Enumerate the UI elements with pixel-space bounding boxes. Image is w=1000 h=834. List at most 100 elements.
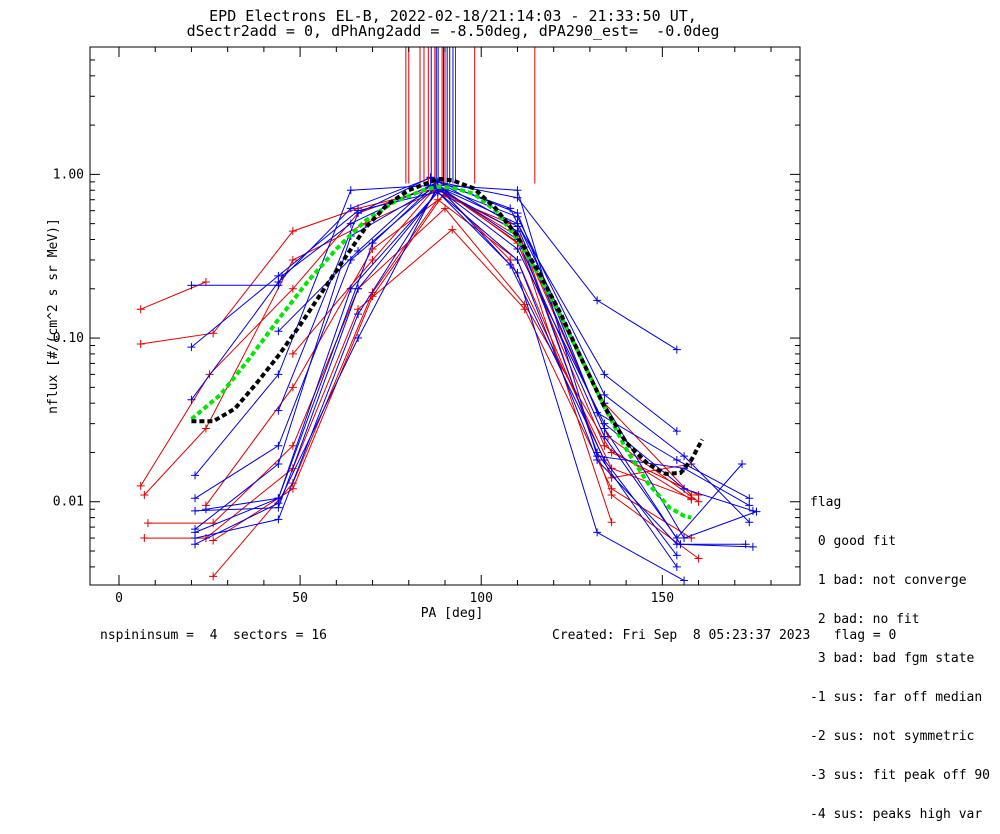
data-point-marker: [506, 204, 515, 213]
data-point-marker: [274, 370, 283, 379]
data-point-marker: [346, 204, 355, 213]
data-point-marker: [513, 245, 522, 254]
legend-title: flag: [810, 495, 842, 510]
data-point-marker: [191, 471, 200, 480]
data-point-marker: [520, 305, 529, 314]
data-point-marker: [593, 528, 602, 537]
data-point-marker: [288, 284, 297, 293]
data-point-marker: [600, 390, 609, 399]
series-blue-22: [274, 173, 750, 549]
data-point-marker: [672, 455, 681, 464]
legend-item: 2 bad: no fit: [810, 612, 920, 627]
data-point-marker: [346, 255, 355, 264]
data-point-marker: [600, 432, 609, 441]
series-line: [292, 184, 692, 501]
x-tick-label: 0: [115, 591, 123, 606]
series-line: [212, 198, 692, 577]
fit-layer: [190, 176, 704, 520]
series-line: [194, 185, 743, 545]
data-point-marker: [745, 518, 754, 527]
data-point-marker: [513, 255, 522, 264]
data-point-marker: [680, 534, 689, 543]
data-point-marker: [506, 260, 515, 269]
pitch-angle-chart: 0 50 100 150 0.01 0.10 1.00 PA [deg] nflux [#/…: [46, 46, 801, 621]
data-point-marker: [274, 515, 283, 524]
data-point-marker: [593, 455, 602, 464]
series-line: [194, 191, 753, 548]
data-point-marker: [288, 383, 297, 392]
data-point-marker: [191, 540, 200, 549]
series-red-0: [136, 278, 210, 314]
legend-item: -3 sus: fit peak off 90: [810, 768, 991, 783]
data-point-marker: [187, 395, 196, 404]
y-axis-label: nflux [#/(cm^2 s sr MeV)]: [46, 218, 61, 414]
data-point-marker: [672, 562, 681, 571]
data-point-marker: [672, 345, 681, 354]
series-blue-17: [191, 184, 757, 543]
data-point-marker: [741, 540, 750, 549]
data-point-marker: [752, 507, 761, 516]
data-point-marker: [448, 225, 457, 234]
data-point-marker: [354, 209, 363, 218]
legend-item: 1 bad: not converge: [810, 573, 967, 588]
data-point-marker: [600, 370, 609, 379]
data-point-marker: [680, 576, 689, 585]
data-point-marker: [694, 490, 703, 499]
legend-item: 0 good fit: [810, 534, 897, 549]
data-point-marker: [288, 227, 297, 236]
data-point-marker: [368, 288, 377, 297]
data-point-marker: [607, 490, 616, 499]
data-point-marker: [136, 305, 145, 314]
series-line: [278, 184, 678, 568]
chart-title-line-2: dSectr2add = 0, dPhAng2add = -8.50deg, d…: [186, 22, 720, 40]
data-point-marker: [368, 239, 377, 248]
series-blue-16: [191, 188, 757, 551]
data-point-marker: [143, 519, 152, 528]
data-point-marker: [346, 284, 355, 293]
x-tick-label: 50: [292, 591, 308, 606]
data-point-marker: [513, 268, 522, 277]
fit-curve-green: [190, 184, 692, 520]
data-point-marker: [368, 255, 377, 264]
x-tick-label: 100: [469, 591, 492, 606]
data-point-marker: [687, 495, 696, 504]
data-point-marker: [201, 278, 210, 287]
chart-title-line-1: EPD Electrons EL-B, 2022-02-18/21:14:03 …: [209, 7, 697, 25]
data-point-marker: [680, 452, 689, 461]
vline-layer: [405, 47, 536, 184]
data-point-marker: [593, 296, 602, 305]
series-blue-11: [187, 186, 681, 436]
data-point-marker: [140, 534, 149, 543]
data-point-marker: [136, 339, 145, 348]
footer-created: Created: Fri Sep 8 05:23:37 2023 flag = …: [552, 628, 897, 643]
data-point-marker: [513, 186, 522, 195]
data-point-marker: [748, 506, 757, 515]
data-point-marker: [600, 424, 609, 433]
data-point-marker: [274, 327, 283, 336]
data-point-marker: [274, 406, 283, 415]
data-point-marker: [354, 310, 363, 319]
y-tick-label: 0.10: [53, 331, 84, 346]
data-point-marker: [672, 551, 681, 560]
series-blue-12: [187, 174, 754, 503]
series-line: [190, 177, 750, 499]
data-point-marker: [209, 536, 218, 545]
axis-ticks: 0 50 100 150 0.01 0.10 1.00: [53, 46, 800, 606]
data-point-marker: [201, 424, 210, 433]
data-point-marker: [607, 464, 616, 473]
data-point-marker: [191, 494, 200, 503]
x-tick-label: 150: [651, 591, 674, 606]
data-point-marker: [274, 460, 283, 469]
series-red-2: [136, 181, 616, 527]
series-line: [205, 181, 757, 539]
data-point-marker: [191, 506, 200, 515]
data-point-marker: [593, 448, 602, 457]
data-point-marker: [676, 540, 685, 549]
series-line: [194, 184, 750, 506]
data-point-marker: [600, 441, 609, 450]
data-point-marker: [513, 222, 522, 231]
data-point-marker: [288, 349, 297, 358]
data-point-marker: [346, 186, 355, 195]
series-line: [194, 187, 754, 539]
data-point-marker: [354, 247, 363, 256]
